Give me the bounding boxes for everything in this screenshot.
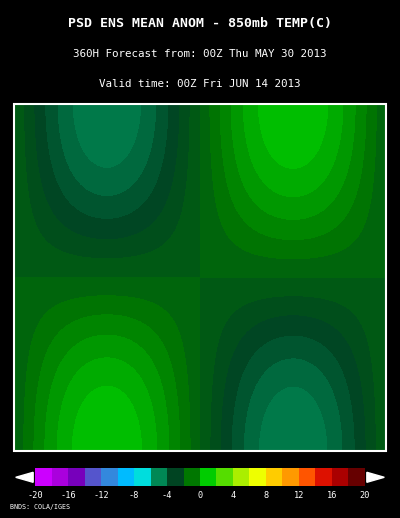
Bar <box>233 468 250 486</box>
Bar <box>250 468 266 486</box>
Text: 20: 20 <box>360 491 370 500</box>
Text: 360H Forecast from: 00Z Thu MAY 30 2013: 360H Forecast from: 00Z Thu MAY 30 2013 <box>73 49 327 59</box>
Bar <box>101 468 118 486</box>
Bar <box>68 468 84 486</box>
Text: -20: -20 <box>27 491 43 500</box>
Bar <box>299 468 316 486</box>
Text: 4: 4 <box>230 491 236 500</box>
Bar <box>348 468 365 486</box>
Text: -16: -16 <box>60 491 76 500</box>
Text: 8: 8 <box>263 491 268 500</box>
Bar <box>266 468 282 486</box>
Bar <box>316 468 332 486</box>
Bar <box>216 468 233 486</box>
Text: 0: 0 <box>197 491 203 500</box>
FancyArrow shape <box>16 472 33 482</box>
Bar <box>150 468 167 486</box>
Bar <box>35 468 52 486</box>
Text: -12: -12 <box>93 491 109 500</box>
Bar <box>200 468 216 486</box>
Text: 16: 16 <box>327 491 337 500</box>
Text: PSD ENS MEAN ANOM - 850mb TEMP(C): PSD ENS MEAN ANOM - 850mb TEMP(C) <box>68 17 332 30</box>
Text: -4: -4 <box>162 491 172 500</box>
Text: -8: -8 <box>129 491 139 500</box>
FancyArrow shape <box>367 472 384 482</box>
Text: BNDS: COLA/IGES: BNDS: COLA/IGES <box>10 504 70 510</box>
Bar <box>332 468 348 486</box>
Bar <box>282 468 299 486</box>
Bar <box>167 468 184 486</box>
Bar <box>134 468 150 486</box>
Text: Valid time: 00Z Fri JUN 14 2013: Valid time: 00Z Fri JUN 14 2013 <box>99 79 301 89</box>
Bar <box>84 468 101 486</box>
Bar <box>118 468 134 486</box>
Bar <box>184 468 200 486</box>
Bar <box>52 468 68 486</box>
Text: 12: 12 <box>294 491 304 500</box>
